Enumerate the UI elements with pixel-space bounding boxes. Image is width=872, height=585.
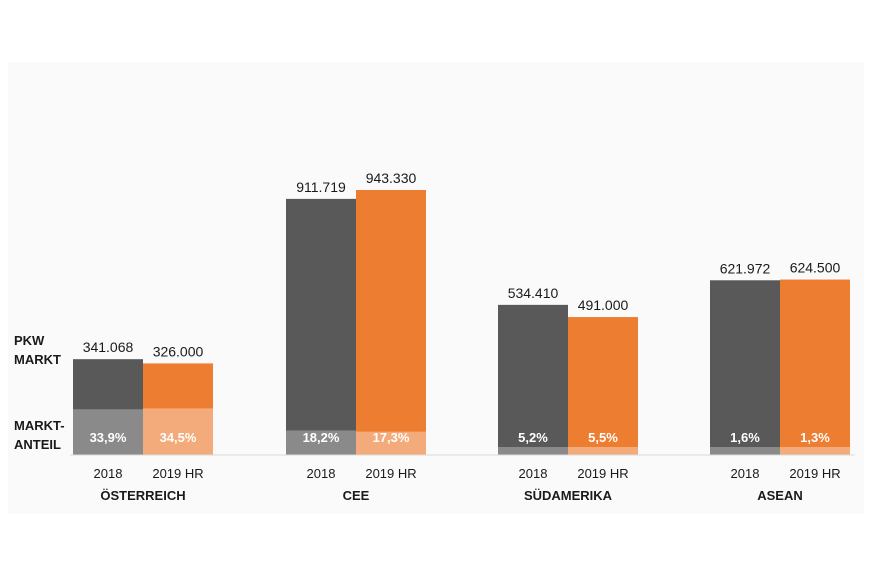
labels-layer: 341.068 33,9% 2018 326.000 34,5% 2019 HR ÖSTER… <box>70 170 855 503</box>
share-label: 17,3% <box>373 430 410 445</box>
share-segment <box>73 409 143 455</box>
bar-asean-2019-hr <box>780 279 850 455</box>
value-label: 621.972 <box>720 260 771 276</box>
value-label: 326.000 <box>153 343 204 359</box>
share-label: 34,5% <box>160 430 197 445</box>
share-segment <box>780 447 850 455</box>
share-label: 33,9% <box>90 430 127 445</box>
value-label: 624.500 <box>790 260 841 276</box>
share-segment <box>356 431 426 455</box>
bar-asean-2018 <box>710 280 780 455</box>
share-label: 5,2% <box>518 430 548 445</box>
share-label: 5,5% <box>588 430 618 445</box>
group-label: ASEAN <box>757 488 803 503</box>
x-tick-label: 2019 HR <box>789 466 840 481</box>
share-label: 1,6% <box>730 430 760 445</box>
value-label: 341.068 <box>83 339 134 355</box>
row-label-market: PKW <box>14 333 45 348</box>
x-tick-label: 2018 <box>519 466 548 481</box>
row-label-market: MARKT <box>14 352 61 367</box>
bar-südamerika-2019-hr <box>568 317 638 455</box>
x-tick-label: 2019 HR <box>152 466 203 481</box>
share-segment <box>498 447 568 455</box>
row-label-share: MARKT- <box>14 418 65 433</box>
value-label: 911.719 <box>296 179 346 195</box>
share-segment <box>568 447 638 455</box>
x-tick-label: 2018 <box>307 466 336 481</box>
bar-südamerika-2018 <box>498 304 568 455</box>
value-label: 491.000 <box>578 297 629 313</box>
share-segment <box>143 408 213 455</box>
group-label: SÜDAMERIKA <box>524 488 613 503</box>
x-tick-label: 2018 <box>94 466 123 481</box>
value-label: 534.410 <box>508 285 559 301</box>
row-label-share: ANTEIL <box>14 437 61 452</box>
bar-cee-2018 <box>286 198 356 455</box>
value-label: 943.330 <box>366 170 417 186</box>
share-label: 1,3% <box>800 430 830 445</box>
group-label: ÖSTERREICH <box>100 488 185 503</box>
x-tick-label: 2018 <box>731 466 760 481</box>
x-tick-label: 2019 HR <box>365 466 416 481</box>
bar-cee-2019-hr <box>356 190 426 455</box>
share-segment <box>710 447 780 455</box>
share-segment <box>286 430 356 455</box>
group-label: CEE <box>343 488 370 503</box>
bars-layer <box>73 190 850 455</box>
x-tick-label: 2019 HR <box>577 466 628 481</box>
share-label: 18,2% <box>303 430 340 445</box>
row-labels: PKW MARKT MARKT- ANTEIL <box>14 333 65 452</box>
